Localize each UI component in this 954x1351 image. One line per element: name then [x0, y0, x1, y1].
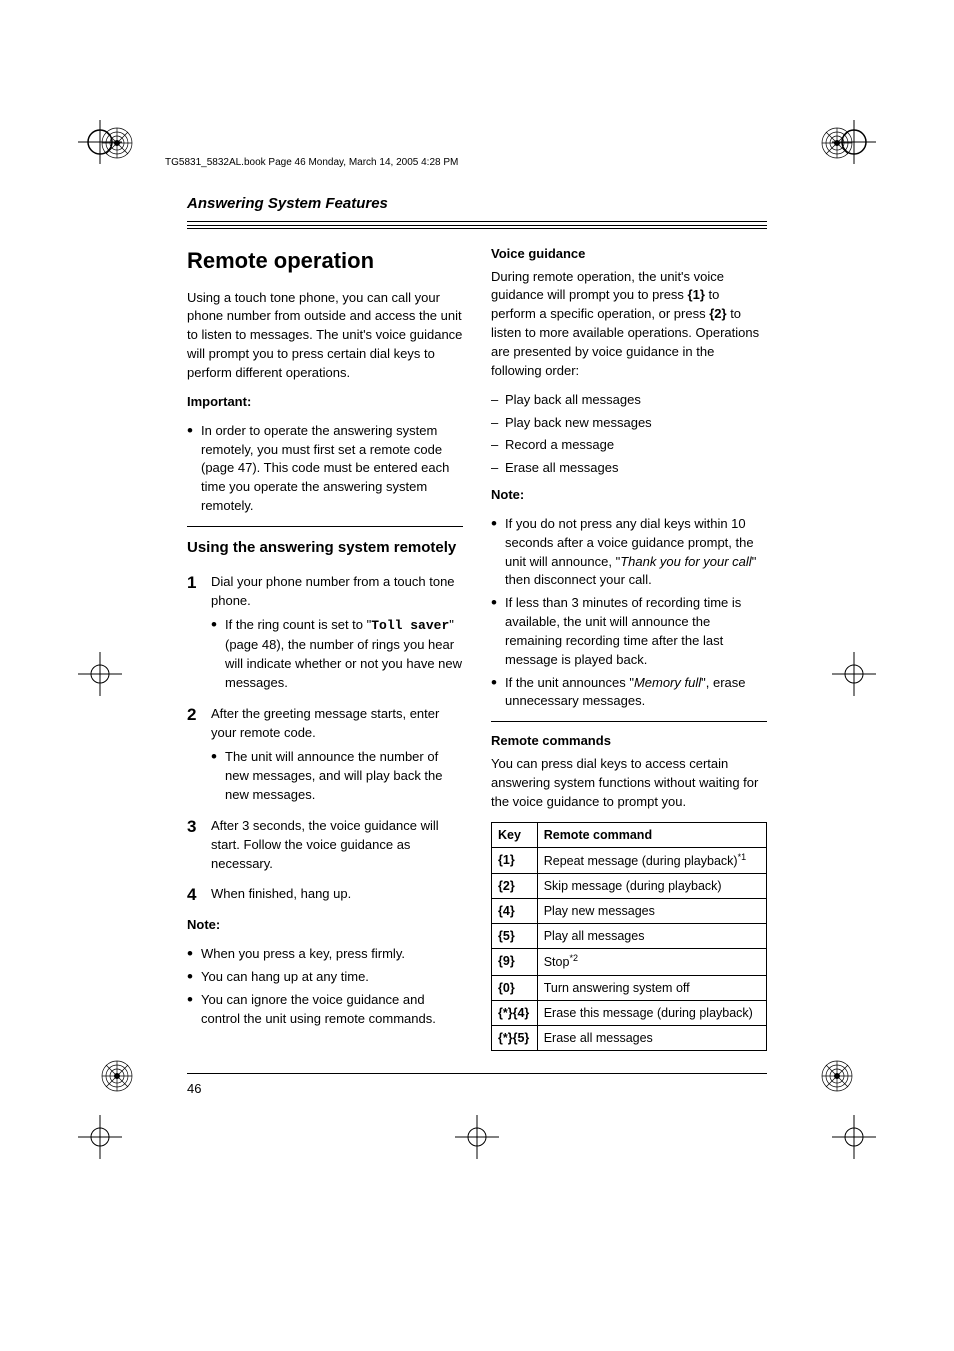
table-row: *}{4Erase this message (during playback)	[492, 1000, 767, 1025]
remote-commands-heading: Remote commands	[491, 732, 767, 751]
note-item: If you do not press any dial keys within…	[491, 515, 767, 590]
command-cell: Play new messages	[537, 899, 766, 924]
step-1: Dial your phone number from a touch tone…	[187, 573, 463, 693]
spiral-icon	[820, 126, 854, 160]
note-item: You can hang up at any time.	[187, 968, 463, 987]
note-list: When you press a key, press firmly. You …	[187, 945, 463, 1028]
page-content: Answering System Features Remote operati…	[187, 130, 767, 1099]
table-row: 2Skip message (during playback)	[492, 874, 767, 899]
key-cell: *}{4	[492, 1000, 538, 1025]
step-4: When finished, hang up.	[187, 885, 463, 904]
step-3: After 3 seconds, the voice guidance will…	[187, 817, 463, 874]
voice-guidance-heading: Voice guidance	[491, 245, 767, 264]
spiral-icon	[820, 1059, 854, 1093]
right-column: Voice guidance During remote operation, …	[491, 245, 767, 1051]
command-cell: Skip message (during playback)	[537, 874, 766, 899]
table-row: *}{5Erase all messages	[492, 1026, 767, 1051]
key-cell: 5	[492, 924, 538, 949]
step-2: After the greeting message starts, enter…	[187, 705, 463, 805]
table-header-command: Remote command	[537, 822, 766, 847]
key-cell: 1	[492, 847, 538, 873]
framemaker-header: TG5831_5832AL.book Page 46 Monday, March…	[165, 156, 458, 171]
command-cell: Erase this message (during playback)	[537, 1000, 766, 1025]
command-cell: Stop*2	[537, 949, 766, 975]
note-label: Note:	[491, 486, 767, 505]
cross-mark-icon	[78, 652, 122, 696]
step-text: Dial your phone number from a touch tone…	[211, 574, 455, 608]
registration-mark-icon	[78, 120, 122, 164]
note-item: If the unit announces "Memory full", era…	[491, 674, 767, 712]
important-item: In order to operate the answering system…	[187, 422, 463, 516]
main-heading: Remote operation	[187, 245, 463, 277]
step-text: After the greeting message starts, enter…	[211, 706, 439, 740]
cross-mark-icon	[832, 1115, 876, 1159]
key-cell: 2	[492, 874, 538, 899]
key-cell: 9	[492, 949, 538, 975]
list-item: Play back new messages	[491, 414, 767, 433]
key-cell: 4	[492, 899, 538, 924]
table-header-key: Key	[492, 822, 538, 847]
table-row: 5Play all messages	[492, 924, 767, 949]
registration-mark-icon	[832, 120, 876, 164]
note-item: You can ignore the voice guidance and co…	[187, 991, 463, 1029]
key-cell: *}{5	[492, 1026, 538, 1051]
step-1-sub: If the ring count is set to "Toll saver"…	[211, 616, 463, 692]
spiral-icon	[100, 126, 134, 160]
cross-mark-icon	[455, 1115, 499, 1159]
spiral-icon	[100, 1059, 134, 1093]
list-item: Play back all messages	[491, 391, 767, 410]
page-number: 46	[187, 1073, 767, 1099]
command-cell: Turn answering system off	[537, 975, 766, 1000]
table-row: 9Stop*2	[492, 949, 767, 975]
command-cell: Erase all messages	[537, 1026, 766, 1051]
note-label: Note:	[187, 916, 463, 935]
key-cell: 0	[492, 975, 538, 1000]
table-row: 1Repeat message (during playback)*1	[492, 847, 767, 873]
note-item: When you press a key, press firmly.	[187, 945, 463, 964]
remote-commands-table: Key Remote command 1Repeat message (duri…	[491, 822, 767, 1051]
list-item: Record a message	[491, 436, 767, 455]
note-item: If less than 3 minutes of recording time…	[491, 594, 767, 669]
divider	[187, 526, 463, 527]
divider	[491, 721, 767, 722]
voice-guidance-text: During remote operation, the unit's voic…	[491, 268, 767, 381]
table-row: 4Play new messages	[492, 899, 767, 924]
left-column: Remote operation Using a touch tone phon…	[187, 245, 463, 1051]
cross-mark-icon	[78, 1115, 122, 1159]
intro-paragraph: Using a touch tone phone, you can call y…	[187, 289, 463, 383]
table-row: 0Turn answering system off	[492, 975, 767, 1000]
sub-heading: Using the answering system remotely	[187, 537, 463, 559]
section-rule	[187, 225, 767, 229]
section-title: Answering System Features	[187, 193, 767, 222]
voice-operations-list: Play back all messages Play back new mes…	[491, 391, 767, 478]
list-item: Erase all messages	[491, 459, 767, 478]
remote-commands-intro: You can press dial keys to access certai…	[491, 755, 767, 812]
cross-mark-icon	[832, 652, 876, 696]
command-cell: Play all messages	[537, 924, 766, 949]
important-label: Important:	[187, 393, 463, 412]
step-2-sub: The unit will announce the number of new…	[211, 748, 463, 805]
command-cell: Repeat message (during playback)*1	[537, 847, 766, 873]
